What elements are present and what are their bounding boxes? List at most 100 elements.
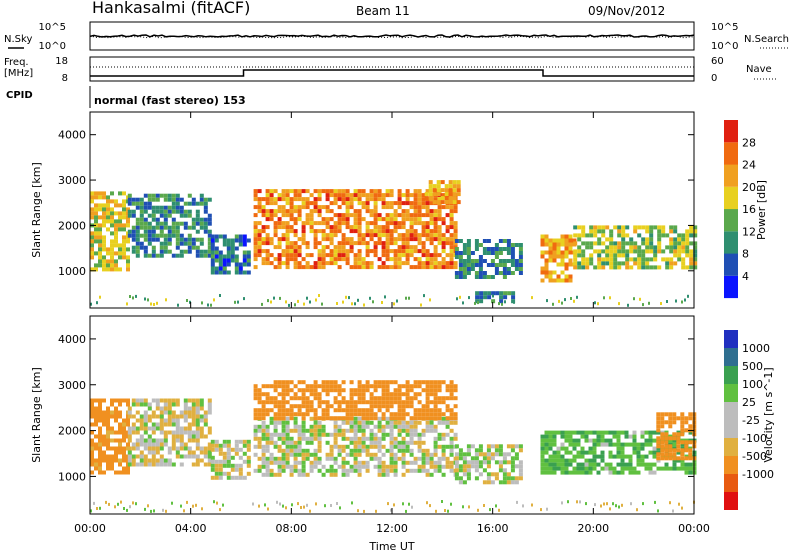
data-cell [689, 265, 694, 270]
data-cell [385, 201, 390, 206]
data-cell [329, 257, 334, 262]
data-cell [163, 434, 168, 439]
ground-scatter-cell [186, 500, 188, 504]
data-cell [257, 233, 262, 238]
data-cell [617, 265, 622, 270]
data-cell [163, 213, 168, 218]
ground-scatter-cell [579, 500, 581, 504]
data-cell [365, 448, 370, 453]
data-cell [131, 442, 136, 447]
data-cell [449, 261, 454, 266]
data-cell [381, 217, 386, 222]
data-cell [102, 414, 106, 419]
data-cell [175, 245, 180, 250]
data-cell [289, 201, 294, 206]
data-cell [317, 197, 322, 202]
data-cell [556, 462, 561, 467]
data-cell [131, 402, 136, 407]
data-cell [155, 414, 160, 419]
ground-scatter-cell [132, 501, 134, 505]
data-cell [281, 436, 286, 441]
data-cell [673, 237, 678, 242]
data-cell [203, 454, 208, 459]
data-cell [437, 468, 442, 473]
data-cell [199, 221, 204, 226]
data-cell [433, 452, 438, 457]
data-cell [684, 462, 689, 467]
data-cell [397, 245, 402, 250]
freq-trace [90, 69, 694, 77]
data-cell [126, 255, 130, 260]
data-cell [341, 380, 346, 385]
data-cell [90, 458, 94, 463]
data-cell [377, 189, 382, 194]
data-cell [588, 446, 593, 451]
data-cell [417, 440, 422, 445]
data-cell [385, 448, 390, 453]
data-cell [313, 420, 318, 425]
data-cell [297, 424, 302, 429]
data-cell [139, 458, 144, 463]
data-cell [341, 456, 346, 461]
data-cell [159, 462, 164, 467]
data-cell [207, 406, 212, 411]
data-cell [385, 257, 390, 262]
data-cell [102, 235, 106, 240]
data-cell [191, 414, 196, 419]
data-cell [253, 205, 258, 210]
data-cell [195, 213, 200, 218]
data-cell [433, 412, 438, 417]
data-cell [329, 229, 334, 234]
data-cell [475, 295, 480, 300]
data-cell [648, 470, 653, 475]
data-cell [135, 398, 140, 403]
data-cell [604, 466, 609, 471]
data-cell [102, 438, 106, 443]
data-cell [167, 422, 172, 427]
data-cell [357, 424, 362, 429]
data-cell [151, 213, 156, 218]
data-cell [118, 430, 122, 435]
data-cell [417, 412, 422, 417]
data-cell [151, 446, 156, 451]
ground-scatter-cell [351, 501, 353, 505]
data-cell [305, 221, 310, 226]
data-cell [253, 221, 258, 226]
data-cell [421, 428, 426, 433]
data-cell [207, 197, 212, 202]
data-cell [377, 404, 382, 409]
data-cell [273, 197, 278, 202]
data-cell [560, 250, 565, 255]
data-cell [433, 460, 438, 465]
data-cell [281, 432, 286, 437]
data-cell [397, 189, 402, 194]
data-cell [433, 249, 438, 254]
data-cell [641, 257, 646, 262]
data-cell [405, 197, 410, 202]
data-cell [518, 267, 523, 271]
data-cell [589, 253, 594, 258]
data-cell [405, 209, 410, 214]
data-cell [510, 444, 515, 449]
data-cell [377, 233, 382, 238]
data-cell [349, 396, 354, 401]
data-cell [195, 237, 200, 242]
x-tick-label: 20:00 [577, 522, 609, 535]
data-cell [656, 458, 661, 463]
data-cell [685, 253, 690, 258]
data-cell [548, 242, 553, 247]
data-cell [544, 470, 549, 475]
data-cell [564, 250, 569, 255]
data-cell [341, 460, 346, 465]
data-cell [632, 430, 637, 435]
data-cell [617, 241, 622, 246]
data-cell [118, 442, 122, 447]
data-cell [564, 246, 569, 251]
data-cell [329, 233, 334, 238]
data-cell [329, 456, 334, 461]
data-cell [293, 412, 298, 417]
data-cell [458, 267, 463, 271]
data-cell [365, 452, 370, 457]
data-cell [273, 209, 278, 214]
data-cell [277, 436, 282, 441]
